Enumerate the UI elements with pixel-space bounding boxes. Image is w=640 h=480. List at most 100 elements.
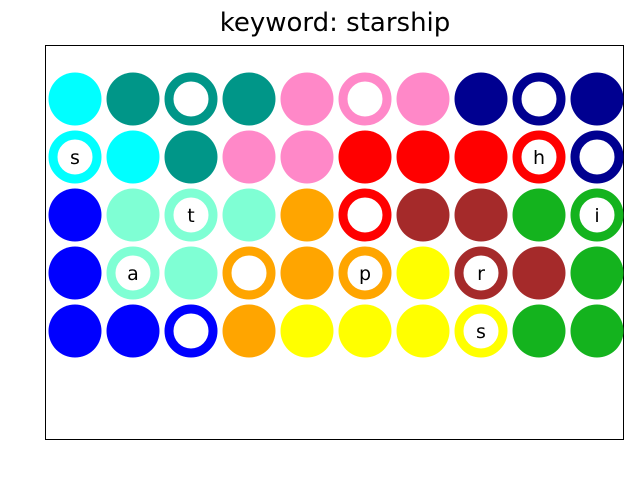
tile-r4-c6[interactable]: p	[338, 246, 392, 300]
filled-tile	[338, 130, 392, 184]
ring-tile	[454, 304, 508, 358]
tile-letter: i	[594, 205, 599, 227]
game-board: s h t i a p r s	[45, 45, 624, 440]
tile-r3-c2[interactable]	[106, 188, 160, 242]
tile-r5-c3[interactable]	[164, 304, 218, 358]
filled-tile	[512, 304, 566, 358]
ring-tile	[48, 130, 102, 184]
tile-r4-c8[interactable]: r	[454, 246, 508, 300]
filled-tile	[106, 130, 160, 184]
ring-tile	[512, 72, 566, 126]
filled-tile	[570, 246, 624, 300]
tile-letter: r	[477, 263, 485, 285]
filled-tile	[222, 304, 276, 358]
tile-letter: t	[187, 205, 194, 227]
ring-tile	[570, 188, 624, 242]
tile-r1-c10[interactable]	[570, 72, 624, 126]
tile-letter: s	[70, 147, 80, 169]
tile-r1-c9[interactable]	[512, 72, 566, 126]
filled-tile	[512, 246, 566, 300]
tile-r2-c2[interactable]	[106, 130, 160, 184]
tile-r1-c6[interactable]	[338, 72, 392, 126]
filled-tile	[48, 246, 102, 300]
filled-tile	[106, 304, 160, 358]
tile-r2-c7[interactable]	[396, 130, 450, 184]
tile-r1-c4[interactable]	[222, 72, 276, 126]
filled-tile	[396, 72, 450, 126]
tile-r3-c1[interactable]	[48, 188, 102, 242]
tile-r5-c6[interactable]	[338, 304, 392, 358]
filled-tile	[48, 72, 102, 126]
filled-tile	[570, 304, 624, 358]
tile-r2-c1[interactable]: s	[48, 130, 102, 184]
filled-tile	[396, 246, 450, 300]
tile-r3-c5[interactable]	[280, 188, 334, 242]
tile-r4-c5[interactable]	[280, 246, 334, 300]
tile-r3-c9[interactable]	[512, 188, 566, 242]
tile-r2-c6[interactable]	[338, 130, 392, 184]
tile-r4-c9[interactable]	[512, 246, 566, 300]
filled-tile	[512, 188, 566, 242]
tile-r3-c7[interactable]	[396, 188, 450, 242]
tile-r4-c4[interactable]	[222, 246, 276, 300]
tile-r5-c2[interactable]	[106, 304, 160, 358]
tile-r5-c8[interactable]: s	[454, 304, 508, 358]
ring-tile	[570, 130, 624, 184]
tile-r1-c5[interactable]	[280, 72, 334, 126]
tile-r2-c3[interactable]	[164, 130, 218, 184]
tile-r1-c3[interactable]	[164, 72, 218, 126]
tile-r5-c1[interactable]	[48, 304, 102, 358]
tile-letter: a	[127, 263, 139, 285]
tile-r4-c2[interactable]: a	[106, 246, 160, 300]
ring-tile	[222, 246, 276, 300]
filled-tile	[164, 130, 218, 184]
ring-tile	[512, 130, 566, 184]
filled-tile	[454, 130, 508, 184]
tile-r3-c3[interactable]: t	[164, 188, 218, 242]
filled-tile	[280, 72, 334, 126]
filled-tile	[48, 188, 102, 242]
filled-tile	[570, 72, 624, 126]
tile-r2-c4[interactable]	[222, 130, 276, 184]
ring-tile	[338, 188, 392, 242]
page-title: keyword: starship	[219, 8, 451, 38]
tile-r2-c5[interactable]	[280, 130, 334, 184]
tile-r2-c9[interactable]: h	[512, 130, 566, 184]
filled-tile	[48, 304, 102, 358]
filled-tile	[396, 304, 450, 358]
tile-r3-c6[interactable]	[338, 188, 392, 242]
tile-r2-c10[interactable]	[570, 130, 624, 184]
tile-r4-c10[interactable]	[570, 246, 624, 300]
tile-r5-c9[interactable]	[512, 304, 566, 358]
tile-letter: p	[359, 263, 371, 285]
tile-r4-c1[interactable]	[48, 246, 102, 300]
tile-r3-c10[interactable]: i	[570, 188, 624, 242]
tile-r1-c1[interactable]	[48, 72, 102, 126]
ring-tile	[454, 246, 508, 300]
filled-tile	[338, 304, 392, 358]
tile-r4-c7[interactable]	[396, 246, 450, 300]
tile-r2-c8[interactable]	[454, 130, 508, 184]
tile-r3-c4[interactable]	[222, 188, 276, 242]
filled-tile	[280, 304, 334, 358]
tile-letter: h	[533, 147, 545, 169]
tile-r1-c7[interactable]	[396, 72, 450, 126]
filled-tile	[454, 188, 508, 242]
tile-letter: s	[476, 321, 486, 343]
tile-r4-c3[interactable]	[164, 246, 218, 300]
tile-r5-c10[interactable]	[570, 304, 624, 358]
board-grid: s h t i a p r s	[48, 72, 624, 358]
ring-tile	[106, 246, 160, 300]
tile-r3-c8[interactable]	[454, 188, 508, 242]
tile-r1-c2[interactable]	[106, 72, 160, 126]
filled-tile	[222, 130, 276, 184]
tile-r5-c4[interactable]	[222, 304, 276, 358]
filled-tile	[280, 188, 334, 242]
tile-r1-c8[interactable]	[454, 72, 508, 126]
tile-r5-c5[interactable]	[280, 304, 334, 358]
ring-tile	[338, 246, 392, 300]
filled-tile	[222, 72, 276, 126]
filled-tile	[164, 246, 218, 300]
tile-r5-c7[interactable]	[396, 304, 450, 358]
ring-tile	[338, 72, 392, 126]
